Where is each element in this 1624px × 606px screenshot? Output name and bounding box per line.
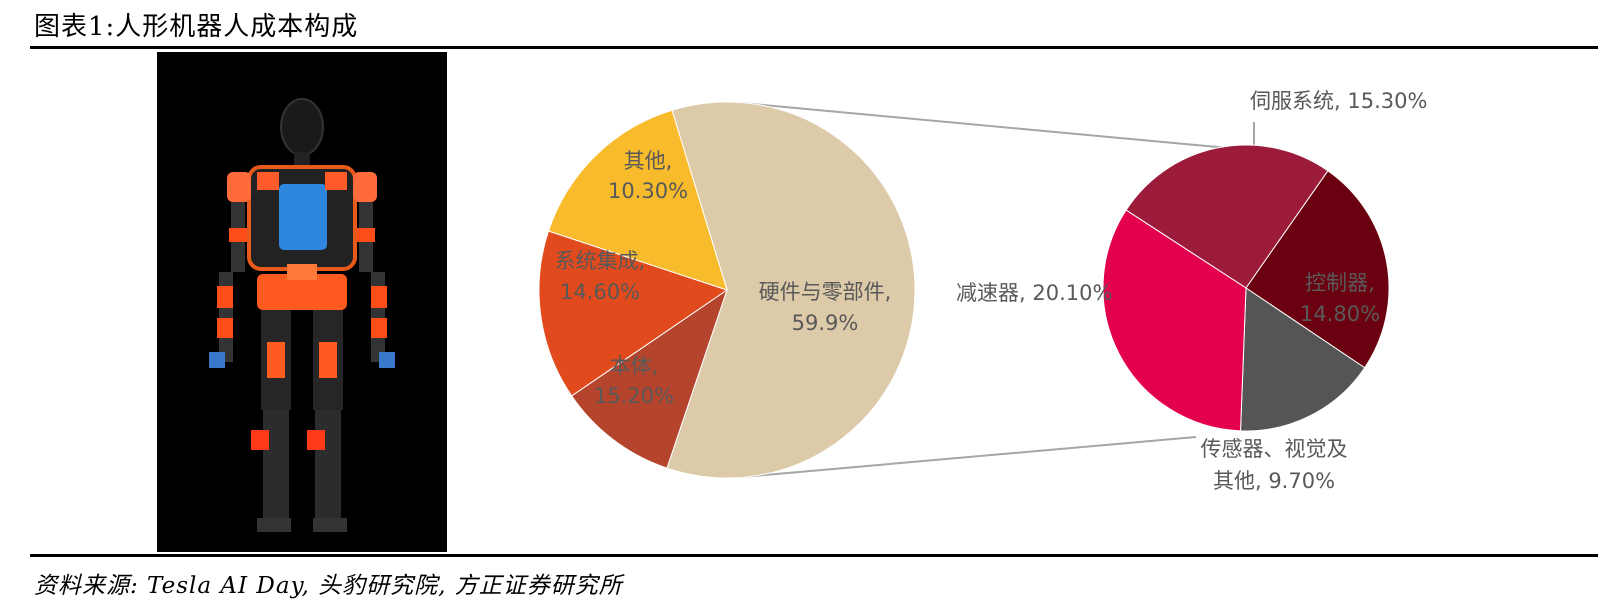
bottom-rule [30, 554, 1598, 557]
hardware-breakdown-pie [1102, 144, 1390, 432]
cost-composition-pie [538, 101, 916, 479]
slice-reducer [1102, 209, 1247, 432]
label-integration-value: 14.60% [560, 280, 640, 304]
connector-line-top [741, 102, 1251, 151]
label-body: 本体, [610, 354, 659, 378]
robot-photo [157, 52, 447, 552]
source-note: 资料来源: Tesla AI Day, 头豹研究院, 方正证券研究所 [34, 573, 623, 599]
chart-title: 图表1:人形机器人成本构成 [34, 12, 359, 42]
top-rule [30, 46, 1598, 49]
label-sensors: 传感器、视觉及 [1201, 437, 1348, 461]
slice-hardware-components [666, 101, 916, 479]
slice-others [570, 288, 728, 469]
slice-system-integration [538, 230, 729, 397]
label-sensors-value: 其他, 9.70% [1213, 469, 1335, 493]
label-body-value: 15.20% [594, 384, 674, 408]
slice-controller [1245, 170, 1390, 369]
label-integration: 系统集成, [555, 249, 646, 273]
label-reducer: 减速器, 20.10% [956, 281, 1112, 305]
label-others: 其他, [624, 149, 673, 173]
connector-line-bottom [741, 436, 1197, 478]
slice-sensors-vision-others [1239, 287, 1366, 432]
slice-servo-system [1125, 144, 1329, 289]
label-controller: 控制器, [1305, 271, 1375, 295]
label-hardware-value: 59.9% [792, 311, 859, 335]
label-others-value: 10.30% [608, 179, 688, 203]
slice-body [547, 109, 728, 291]
label-controller-value: 14.80% [1300, 302, 1380, 326]
label-hardware: 硬件与零部件, [759, 280, 892, 304]
robot-figure-illustration [209, 98, 395, 532]
label-servo: 伺服系统, 15.30% [1250, 89, 1427, 113]
